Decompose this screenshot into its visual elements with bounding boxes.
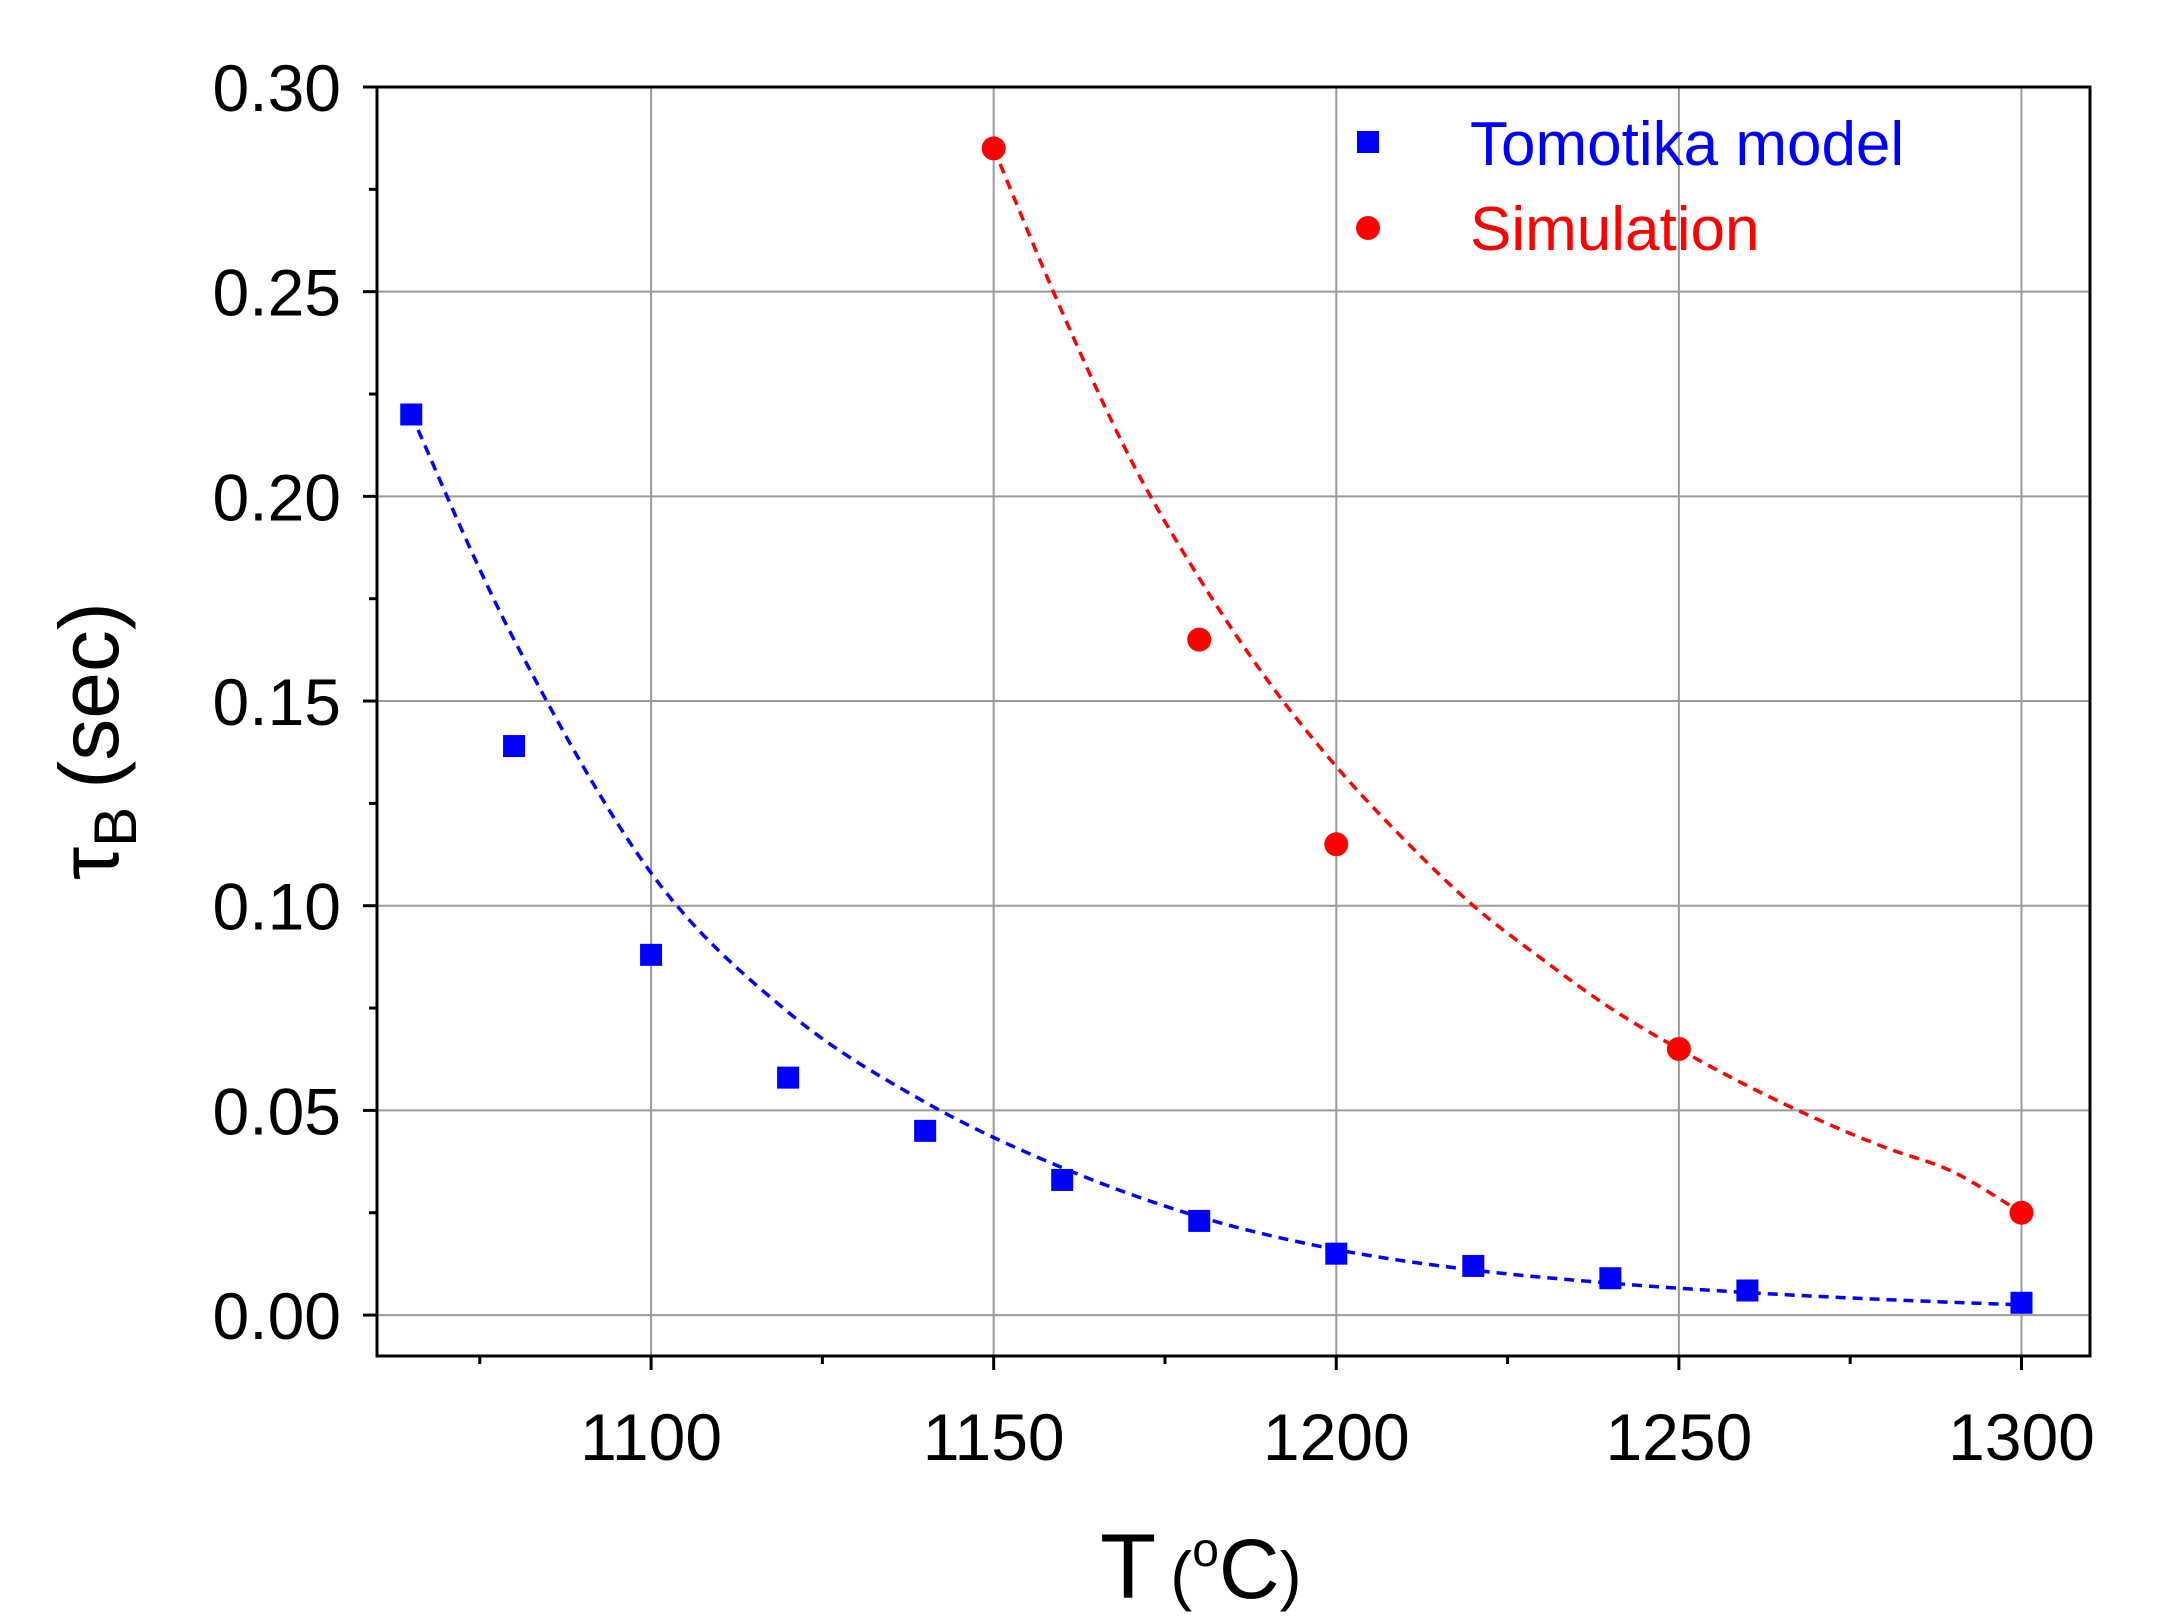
point-tomotika	[914, 1119, 937, 1142]
point-tomotika	[640, 943, 663, 966]
y-axis-title: τB(sec)	[42, 602, 149, 880]
legend-label-simulation: Simulation	[1470, 195, 1759, 264]
point-simulation	[981, 136, 1006, 161]
point-tomotika	[1462, 1254, 1485, 1277]
point-simulation	[1324, 832, 1349, 857]
x-axis-title: T (oC)	[1100, 1516, 1302, 1618]
tick-labels: 0.00 0.05 0.10 0.15 0.20 0.25 0.30 1100 1150 1200…	[213, 51, 2095, 1474]
point-tomotika	[1599, 1267, 1622, 1290]
fit-curve-simulation	[992, 147, 2023, 1215]
y-tick-label: 0.05	[213, 1074, 341, 1148]
legend-marker-tomotika	[1357, 131, 1379, 153]
y-tick-label: 0.10	[213, 870, 341, 944]
point-tomotika	[777, 1066, 800, 1089]
legend-marker-simulation	[1356, 216, 1380, 240]
point-tomotika	[2010, 1291, 2033, 1314]
point-tomotika	[400, 403, 423, 426]
point-tomotika	[1051, 1168, 1074, 1191]
point-tomotika	[1188, 1209, 1211, 1232]
legend: Tomotika model Simulation	[1356, 110, 1904, 264]
x-tick-label: 1100	[580, 1400, 722, 1474]
legend-label-tomotika: Tomotika model	[1470, 110, 1904, 179]
point-simulation	[1187, 627, 1212, 652]
data-points	[400, 136, 2034, 1314]
x-axis-symbol: T	[1100, 1516, 1156, 1618]
y-tick-label: 0.15	[213, 665, 341, 739]
x-tick-label: 1300	[1948, 1400, 2095, 1474]
fit-curves	[409, 147, 2023, 1307]
fit-curve-tomotika	[409, 413, 2022, 1307]
axis-ticks	[363, 85, 2023, 1370]
x-tick-label: 1200	[1263, 1400, 1410, 1474]
plot-frame	[375, 85, 2092, 1358]
point-simulation	[1666, 1036, 1691, 1061]
x-tick-label: 1150	[923, 1400, 1065, 1474]
x-tick-label: 1250	[1605, 1400, 1752, 1474]
point-tomotika	[503, 735, 526, 758]
grid-lines	[377, 86, 2090, 1356]
y-tick-label: 0.20	[213, 460, 341, 534]
point-tomotika	[1736, 1279, 1759, 1302]
y-tick-label: 0.25	[213, 256, 341, 330]
y-tick-label: 0.30	[213, 51, 341, 125]
point-tomotika	[1325, 1242, 1348, 1265]
y-tick-label: 0.00	[213, 1279, 341, 1353]
point-simulation	[2009, 1200, 2034, 1225]
